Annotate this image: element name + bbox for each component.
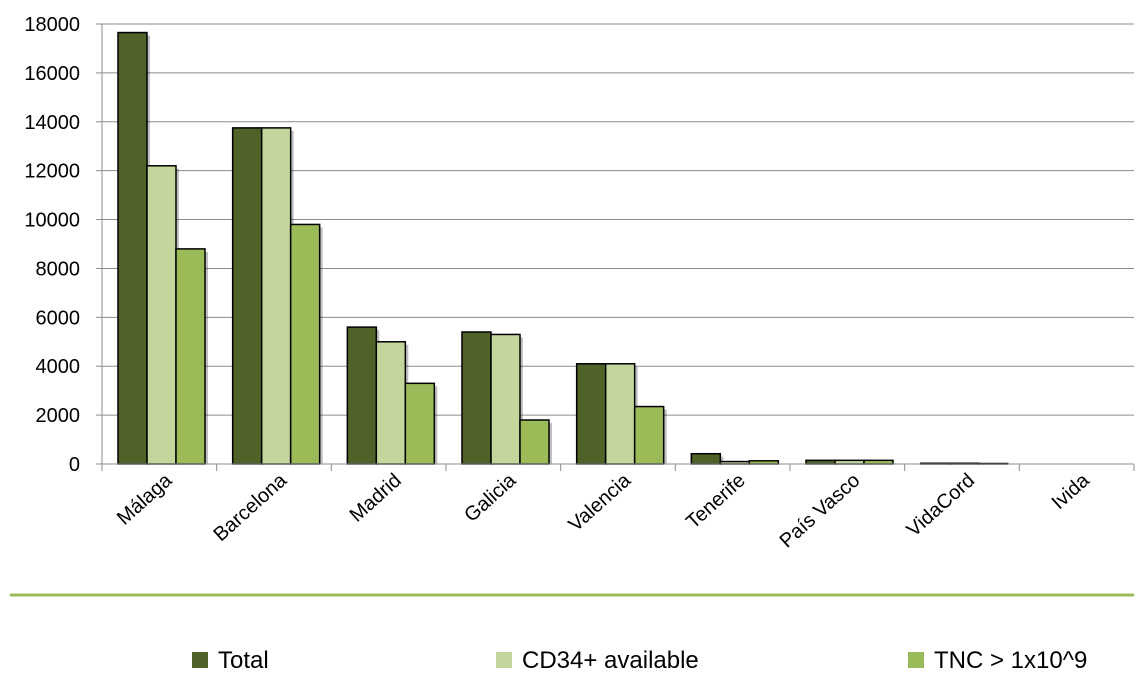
y-axis-ticks: 0 2000 4000 6000 8000 10000 12000 14000 16000 180… bbox=[24, 14, 102, 476]
y-tick-label: 14000 bbox=[24, 112, 80, 134]
bar bbox=[376, 342, 405, 464]
bar bbox=[347, 327, 376, 464]
x-tick-label: Valencia bbox=[564, 469, 635, 536]
legend-swatch bbox=[192, 652, 208, 668]
bar bbox=[520, 420, 549, 464]
legend-swatch bbox=[496, 652, 512, 668]
bar bbox=[577, 364, 606, 464]
x-tick-label: Madrid bbox=[346, 469, 406, 526]
bar bbox=[635, 407, 664, 464]
legend-label: TNC > 1x10^9 bbox=[934, 647, 1087, 671]
bar bbox=[233, 128, 262, 464]
bar bbox=[147, 166, 176, 464]
x-tick-label: Málaga bbox=[113, 469, 177, 530]
y-tick-label: 6000 bbox=[36, 307, 81, 329]
bar bbox=[864, 460, 893, 464]
x-tick-label: Ivida bbox=[1048, 469, 1095, 514]
y-tick-label: 18000 bbox=[24, 14, 80, 36]
y-tick-label: 4000 bbox=[36, 356, 81, 378]
bar bbox=[606, 364, 635, 464]
x-tick-label: País Vasco bbox=[776, 469, 865, 552]
y-tick-label: 0 bbox=[69, 454, 80, 476]
x-tick-label: Barcelona bbox=[209, 469, 291, 546]
x-axis-ticks: Málaga Barcelona Madrid Galicia Valencia Tene… bbox=[113, 469, 1094, 553]
y-tick-label: 12000 bbox=[24, 161, 80, 183]
y-tick-label: 16000 bbox=[24, 63, 80, 85]
bar bbox=[291, 224, 320, 464]
bar bbox=[176, 249, 205, 464]
legend-label: Total bbox=[218, 647, 269, 671]
bar bbox=[835, 460, 864, 464]
bar bbox=[262, 128, 291, 464]
x-tick-label: Tenerife bbox=[682, 469, 750, 533]
legend-label: CD34+ available bbox=[522, 647, 699, 671]
legend: Total CD34+ available TNC > 1x10^9 bbox=[10, 595, 1134, 671]
x-tick-label: Galicia bbox=[460, 469, 521, 527]
legend-swatch bbox=[908, 652, 924, 668]
y-tick-label: 10000 bbox=[24, 210, 80, 232]
x-tick-label: VidaCord bbox=[903, 469, 979, 541]
bar bbox=[806, 460, 835, 464]
bar bbox=[462, 332, 491, 464]
bar bbox=[118, 33, 147, 464]
bar bbox=[405, 383, 434, 464]
bars bbox=[118, 33, 1008, 464]
y-tick-label: 2000 bbox=[36, 405, 81, 427]
bar bbox=[691, 454, 720, 464]
y-tick-label: 8000 bbox=[36, 258, 81, 280]
bar bbox=[491, 334, 520, 464]
